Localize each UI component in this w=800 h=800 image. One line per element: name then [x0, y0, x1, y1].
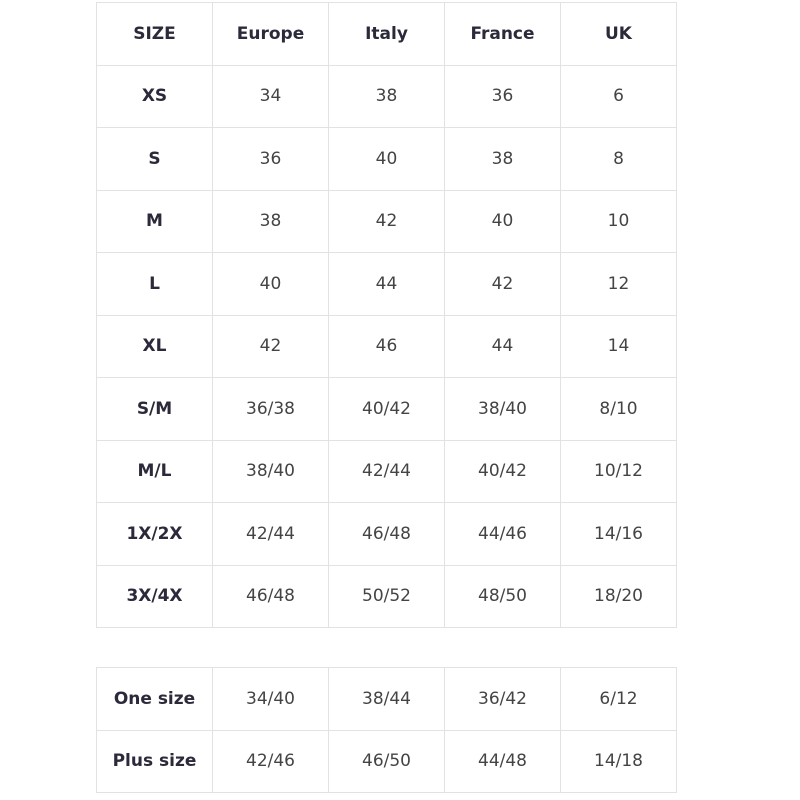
size-value-cell: 6/12	[560, 667, 677, 731]
table-row: L 40 44 42 12	[96, 252, 677, 316]
size-value-cell: 40	[328, 127, 445, 191]
size-value-cell: 10/12	[560, 439, 677, 503]
table-row: S/M 36/38 40/42 38/40 8/10	[96, 377, 677, 441]
size-value-cell: 46/48	[328, 502, 445, 566]
header-row: SIZE Europe Italy France UK	[96, 2, 677, 66]
size-value-cell: 36/42	[444, 667, 561, 731]
size-value-cell: 34/40	[212, 667, 329, 731]
size-value-cell: 8	[560, 127, 677, 191]
size-value-cell: 8/10	[560, 377, 677, 441]
column-header: UK	[560, 2, 677, 66]
size-value-cell: 40/42	[328, 377, 445, 441]
size-value-cell: 46/50	[328, 729, 445, 793]
size-label-cell: Plus size	[96, 729, 213, 793]
size-value-cell: 38	[212, 189, 329, 253]
table-row: S 36 40 38 8	[96, 127, 677, 191]
size-value-cell: 42/46	[212, 729, 329, 793]
one-plus-size-table: One size 34/40 38/44 36/42 6/12 Plus size 42/4…	[96, 667, 677, 793]
size-label-cell: M	[96, 189, 213, 253]
table-row: XL 42 46 44 14	[96, 314, 677, 378]
size-value-cell: 48/50	[444, 564, 561, 628]
size-value-cell: 44	[444, 314, 561, 378]
column-header: France	[444, 2, 561, 66]
column-header: SIZE	[96, 2, 213, 66]
table-row: XS 34 38 36 6	[96, 64, 677, 128]
size-label-cell: 1X/2X	[96, 502, 213, 566]
table-row: M 38 42 40 10	[96, 189, 677, 253]
size-label-cell: M/L	[96, 439, 213, 503]
size-label-cell: 3X/4X	[96, 564, 213, 628]
table-row: One size 34/40 38/44 36/42 6/12	[96, 667, 677, 731]
size-value-cell: 38	[444, 127, 561, 191]
size-value-cell: 36/38	[212, 377, 329, 441]
size-value-cell: 34	[212, 64, 329, 128]
size-value-cell: 40/42	[444, 439, 561, 503]
size-value-cell: 44/46	[444, 502, 561, 566]
size-value-cell: 18/20	[560, 564, 677, 628]
size-value-cell: 38/44	[328, 667, 445, 731]
table-row: 3X/4X 46/48 50/52 48/50 18/20	[96, 564, 677, 628]
size-value-cell: 42	[328, 189, 445, 253]
table-row: Plus size 42/46 46/50 44/48 14/18	[96, 729, 677, 793]
size-label-cell: XL	[96, 314, 213, 378]
size-chart-table: SIZE Europe Italy France UK XS 34 38 36 6 S 36 40 38…	[96, 2, 677, 628]
size-label-cell: One size	[96, 667, 213, 731]
size-value-cell: 44/48	[444, 729, 561, 793]
size-value-cell: 44	[328, 252, 445, 316]
size-value-cell: 42/44	[212, 502, 329, 566]
size-value-cell: 46/48	[212, 564, 329, 628]
size-label-cell: S	[96, 127, 213, 191]
size-value-cell: 38/40	[212, 439, 329, 503]
size-value-cell: 14/18	[560, 729, 677, 793]
size-value-cell: 36	[212, 127, 329, 191]
size-value-cell: 38	[328, 64, 445, 128]
column-header: Europe	[212, 2, 329, 66]
size-value-cell: 40	[444, 189, 561, 253]
size-value-cell: 42/44	[328, 439, 445, 503]
size-value-cell: 46	[328, 314, 445, 378]
size-value-cell: 42	[212, 314, 329, 378]
size-value-cell: 38/40	[444, 377, 561, 441]
size-value-cell: 50/52	[328, 564, 445, 628]
size-value-cell: 10	[560, 189, 677, 253]
size-value-cell: 36	[444, 64, 561, 128]
size-value-cell: 14/16	[560, 502, 677, 566]
size-label-cell: XS	[96, 64, 213, 128]
size-value-cell: 40	[212, 252, 329, 316]
size-value-cell: 12	[560, 252, 677, 316]
size-label-cell: L	[96, 252, 213, 316]
table-row: M/L 38/40 42/44 40/42 10/12	[96, 439, 677, 503]
size-label-cell: S/M	[96, 377, 213, 441]
column-header: Italy	[328, 2, 445, 66]
size-value-cell: 6	[560, 64, 677, 128]
size-value-cell: 14	[560, 314, 677, 378]
size-value-cell: 42	[444, 252, 561, 316]
table-row: 1X/2X 42/44 46/48 44/46 14/16	[96, 502, 677, 566]
